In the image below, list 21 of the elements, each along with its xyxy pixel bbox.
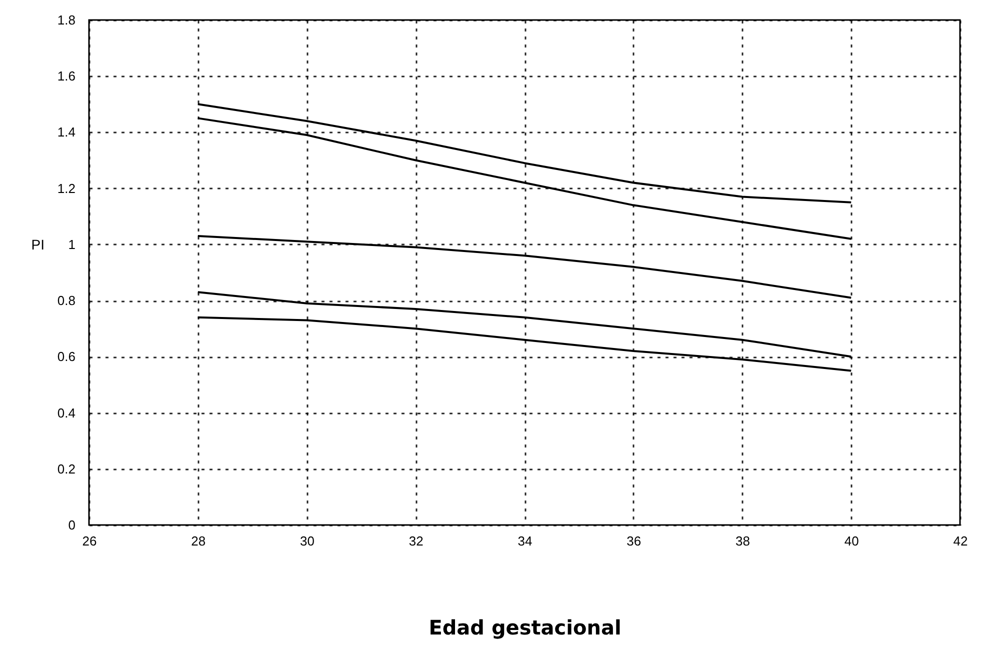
y-tick-label: 1	[68, 236, 76, 252]
y-tick-label: 0	[68, 518, 76, 532]
y-axis-title: PI	[31, 236, 44, 252]
x-tick-label: 30	[300, 534, 314, 548]
y-tick-label: 0.8	[57, 293, 76, 308]
y-tick-label: 0.6	[57, 349, 76, 364]
y-tick-label: 0.2	[57, 461, 76, 476]
y-tick-label: 1.4	[57, 124, 76, 140]
x-tick-label: 26	[82, 534, 97, 548]
x-tick-label: 36	[626, 534, 642, 548]
x-tick-label: 38	[736, 534, 750, 548]
y-tick-label: 0.4	[57, 405, 76, 420]
x-tick-label: 34	[518, 534, 532, 548]
x-tick-label: 32	[408, 534, 424, 548]
y-tick-label: 1.2	[57, 180, 76, 196]
y-tick-label: 1.6	[57, 68, 76, 84]
x-tick-label: 40	[844, 534, 859, 548]
y-tick-label: 1.8	[57, 12, 76, 28]
x-axis-title: Edad gestacional	[428, 616, 622, 640]
x-tick-label: 42	[953, 534, 968, 548]
x-tick-label: 28	[191, 534, 206, 548]
